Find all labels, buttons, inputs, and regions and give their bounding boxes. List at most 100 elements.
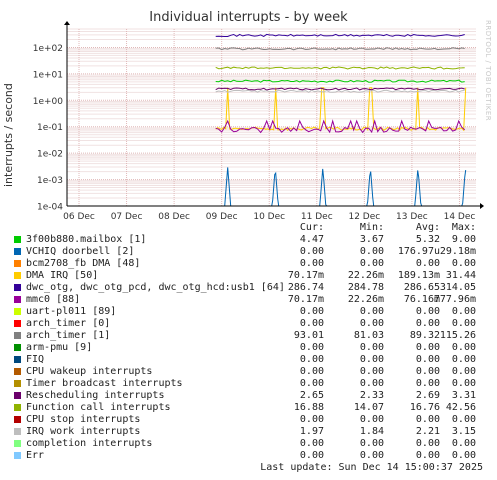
y-tick-label: 1e+02 <box>33 44 63 54</box>
legend-cur-value: 70.17m <box>287 270 324 281</box>
legend-min-value: 14.07 <box>353 402 384 413</box>
legend-max-value: 9.00 <box>451 234 476 245</box>
legend-avg-value: 5.32 <box>415 234 440 245</box>
legend-avg-value: 0.00 <box>415 438 440 449</box>
legend-max-value: 0.00 <box>451 450 476 461</box>
legend-cur-value: 0.00 <box>299 438 324 449</box>
legend-header: Cur: Min: Avg: Max: <box>14 222 492 234</box>
legend-series-name: arch_timer [0] <box>26 318 111 329</box>
legend-min-value: 22.26m <box>347 270 384 281</box>
legend-min-value: 0.00 <box>359 258 384 269</box>
legend-max-value: 0.00 <box>451 354 476 365</box>
legend-item: Timer broadcast interrupts 0.00 0.00 0.00 0.… <box>14 378 492 390</box>
legend-series-name: IRQ work interrupts <box>26 426 141 437</box>
legend-avg-value: 0.00 <box>415 450 440 461</box>
legend-series-name: completion interrupts <box>26 438 153 449</box>
series-line <box>215 89 465 93</box>
last-update: Last update: Sun Dec 14 15:00:37 2025 <box>260 462 483 473</box>
y-tick-label: 1e+01 <box>33 70 63 80</box>
legend-series-name: CPU wakeup interrupts <box>26 366 153 377</box>
x-tick-label: 07 Dec <box>111 212 143 222</box>
y-axis-arrow <box>64 21 70 25</box>
legend-avg-value: 0.00 <box>415 306 440 317</box>
legend-max-value: 31.44 <box>445 270 476 281</box>
legend-min-value: 0.00 <box>359 246 384 257</box>
x-tick-label: 14 Dec <box>444 212 476 222</box>
col-header-max: Max: <box>451 222 476 233</box>
legend-avg-value: 2.69 <box>415 390 440 401</box>
legend-max-value: 0.00 <box>451 342 476 353</box>
legend-item: arm-pmu [9] 0.00 0.00 0.00 0.00 <box>14 342 492 354</box>
legend-item: completion interrupts 0.00 0.00 0.00 0.00 <box>14 438 492 450</box>
legend-min-value: 284.78 <box>347 282 384 293</box>
legend-avg-value: 0.00 <box>415 378 440 389</box>
legend-cur-value: 286.74 <box>287 282 324 293</box>
legend-avg-value: 0.00 <box>415 366 440 377</box>
legend-avg-value: 286.65 <box>403 282 440 293</box>
legend-series-name: arch_timer [1] <box>26 330 111 341</box>
legend-min-value: 0.00 <box>359 438 384 449</box>
legend-series-name: Rescheduling interrupts <box>26 390 165 401</box>
legend-cur-value: 2.65 <box>299 390 324 401</box>
x-tick-label: 10 Dec <box>253 212 285 222</box>
legend-avg-value: 0.00 <box>415 414 440 425</box>
legend-max-value: 777.96m <box>433 294 476 305</box>
legend-cur-value: 0.00 <box>299 306 324 317</box>
col-header-avg: Avg: <box>415 222 440 233</box>
legend-min-value: 0.00 <box>359 318 384 329</box>
legend-cur-value: 0.00 <box>299 318 324 329</box>
legend-min-value: 0.00 <box>359 366 384 377</box>
legend-cur-value: 16.88 <box>293 402 324 413</box>
legend-series-name: dwc_otg, dwc_otg_pcd, dwc_otg_hcd:usb1 [… <box>26 282 285 293</box>
col-header-cur: Cur: <box>299 222 324 233</box>
legend-item: bcm2708_fb DMA [48] 0.00 0.00 0.00 0.00 <box>14 258 492 270</box>
legend-min-value: 0.00 <box>359 414 384 425</box>
legend-swatch <box>14 392 21 399</box>
legend-series-name: arm-pmu [9] <box>26 342 93 353</box>
legend-swatch <box>14 428 21 435</box>
plot-background <box>67 29 476 206</box>
rrdtool-watermark: RRDTOOL / TOBI OETIKER <box>484 20 492 122</box>
legend: Cur: Min: Avg: Max: 3f00b880.mailbox [1]… <box>14 222 492 462</box>
legend-avg-value: 0.00 <box>415 318 440 329</box>
y-tick-label: 1e-01 <box>37 123 63 133</box>
legend-item: arch_timer [0] 0.00 0.00 0.00 0.00 <box>14 318 492 330</box>
legend-cur-value: 0.00 <box>299 246 324 257</box>
legend-series-name: DMA IRQ [50] <box>26 270 99 281</box>
legend-swatch <box>14 332 21 339</box>
legend-swatch <box>14 248 21 255</box>
legend-item: CPU wakeup interrupts 0.00 0.00 0.00 0.00 <box>14 366 492 378</box>
legend-swatch <box>14 404 21 411</box>
legend-cur-value: 0.00 <box>299 378 324 389</box>
legend-cur-value: 0.00 <box>299 450 324 461</box>
x-tick-label: 08 Dec <box>158 212 190 222</box>
legend-max-value: 314.05 <box>439 282 476 293</box>
legend-min-value: 0.00 <box>359 306 384 317</box>
legend-swatch <box>14 416 21 423</box>
legend-cur-value: 4.47 <box>299 234 324 245</box>
x-tick-label: 13 Dec <box>396 212 428 222</box>
legend-swatch <box>14 452 21 459</box>
legend-min-value: 3.67 <box>359 234 384 245</box>
legend-avg-value: 89.32 <box>409 330 440 341</box>
legend-item: Function call interrupts 16.88 14.07 16.76 4… <box>14 402 492 414</box>
x-tick-label: 11 Dec <box>301 212 333 222</box>
series-line <box>215 47 465 51</box>
series-line <box>215 119 466 134</box>
legend-min-value: 0.00 <box>359 354 384 365</box>
series-line <box>215 87 465 91</box>
legend-avg-value: 189.13m <box>397 270 440 281</box>
legend-swatch <box>14 320 21 327</box>
x-tick-label: 12 Dec <box>348 212 380 222</box>
legend-avg-value: 0.00 <box>415 258 440 269</box>
legend-swatch <box>14 356 21 363</box>
legend-cur-value: 1.97 <box>299 426 324 437</box>
legend-item: CPU stop interrupts 0.00 0.00 0.00 0.00 <box>14 414 492 426</box>
legend-avg-value: 76.16m <box>403 294 440 305</box>
legend-series-name: CPU stop interrupts <box>26 414 141 425</box>
legend-series-name: FIQ <box>26 354 45 365</box>
legend-avg-value: 0.00 <box>415 354 440 365</box>
legend-avg-value: 0.00 <box>415 342 440 353</box>
legend-max-value: 0.00 <box>451 378 476 389</box>
